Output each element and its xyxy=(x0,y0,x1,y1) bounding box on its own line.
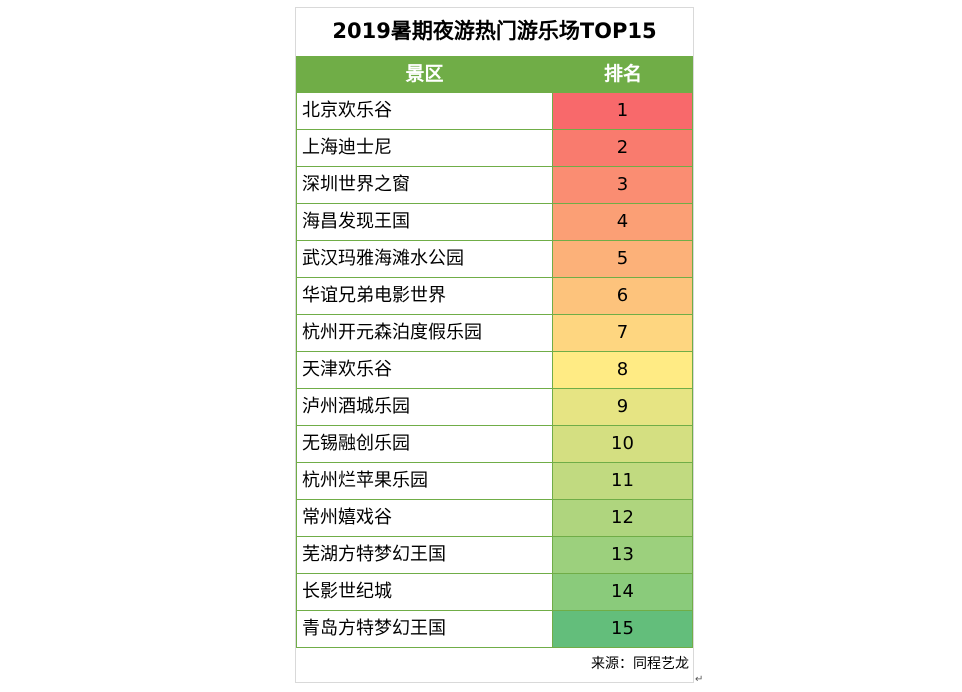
attraction-name-cell: 天津欢乐谷 xyxy=(296,352,553,388)
rank-cell: 9 xyxy=(553,389,693,425)
source-note: 来源：同程艺龙 xyxy=(591,656,689,672)
rank-cell: 14 xyxy=(553,574,693,610)
rank-cell: 15 xyxy=(553,611,693,647)
attraction-name-cell: 武汉玛雅海滩水公园 xyxy=(296,241,553,277)
attraction-name-cell: 海昌发现王国 xyxy=(296,204,553,240)
attraction-name-cell: 深圳世界之窗 xyxy=(296,167,553,203)
attraction-name-cell: 上海迪士尼 xyxy=(296,130,553,166)
rank-cell: 4 xyxy=(553,204,693,240)
table-row: 武汉玛雅海滩水公园 5 xyxy=(296,241,693,278)
table-row: 杭州烂苹果乐园 11 xyxy=(296,463,693,500)
rank-cell: 1 xyxy=(553,93,693,129)
paragraph-mark-icon: ↵ xyxy=(695,674,704,685)
rank-cell: 3 xyxy=(553,167,693,203)
table-row: 杭州开元森泊度假乐园 7 xyxy=(296,315,693,352)
attraction-name-cell: 长影世纪城 xyxy=(296,574,553,610)
attraction-name-cell: 华谊兄弟电影世界 xyxy=(296,278,553,314)
attraction-name-cell: 杭州烂苹果乐园 xyxy=(296,463,553,499)
table-body: 北京欢乐谷 1 上海迪士尼 2 深圳世界之窗 3 海昌发现王国 4 武汉玛雅海滩水公园 5 华谊兄弟… xyxy=(296,93,693,648)
rank-cell: 7 xyxy=(553,315,693,351)
attraction-name-cell: 芜湖方特梦幻王国 xyxy=(296,537,553,573)
table-row: 芜湖方特梦幻王国 13 xyxy=(296,537,693,574)
column-header-attraction: 景区 xyxy=(405,63,444,85)
table-sheet: 2019暑期夜游热门游乐场TOP15 景区 排名 北京欢乐谷 1 上海迪士尼 2 深圳世… xyxy=(295,7,694,683)
attraction-name-cell: 泸州酒城乐园 xyxy=(296,389,553,425)
table-row: 无锡融创乐园 10 xyxy=(296,426,693,463)
chart-title: 2019暑期夜游热门游乐场TOP15 xyxy=(332,19,657,43)
column-header-rank: 排名 xyxy=(603,63,642,85)
table-row: 上海迪士尼 2 xyxy=(296,130,693,167)
attraction-name-cell: 无锡融创乐园 xyxy=(296,426,553,462)
attraction-name-cell: 北京欢乐谷 xyxy=(296,93,553,129)
rank-cell: 13 xyxy=(553,537,693,573)
table-row: 华谊兄弟电影世界 6 xyxy=(296,278,693,315)
table-row: 泸州酒城乐园 9 xyxy=(296,389,693,426)
table-row: 青岛方特梦幻王国 15 xyxy=(296,611,693,648)
rank-cell: 11 xyxy=(553,463,693,499)
table-row: 海昌发现王国 4 xyxy=(296,204,693,241)
table-row: 长影世纪城 14 xyxy=(296,574,693,611)
rank-cell: 8 xyxy=(553,352,693,388)
table-row: 北京欢乐谷 1 xyxy=(296,93,693,130)
table-header: 景区 排名 xyxy=(296,56,693,93)
table-row: 天津欢乐谷 8 xyxy=(296,352,693,389)
rank-cell: 6 xyxy=(553,278,693,314)
attraction-name-cell: 杭州开元森泊度假乐园 xyxy=(296,315,553,351)
table-row: 深圳世界之窗 3 xyxy=(296,167,693,204)
table-row: 常州嬉戏谷 12 xyxy=(296,500,693,537)
rank-cell: 10 xyxy=(553,426,693,462)
rank-cell: 12 xyxy=(553,500,693,536)
rank-cell: 5 xyxy=(553,241,693,277)
attraction-name-cell: 青岛方特梦幻王国 xyxy=(296,611,553,647)
ranking-table: 景区 排名 北京欢乐谷 1 上海迪士尼 2 深圳世界之窗 3 海昌发现王国 4 武汉玛雅海滩水公… xyxy=(296,56,693,648)
attraction-name-cell: 常州嬉戏谷 xyxy=(296,500,553,536)
rank-cell: 2 xyxy=(553,130,693,166)
